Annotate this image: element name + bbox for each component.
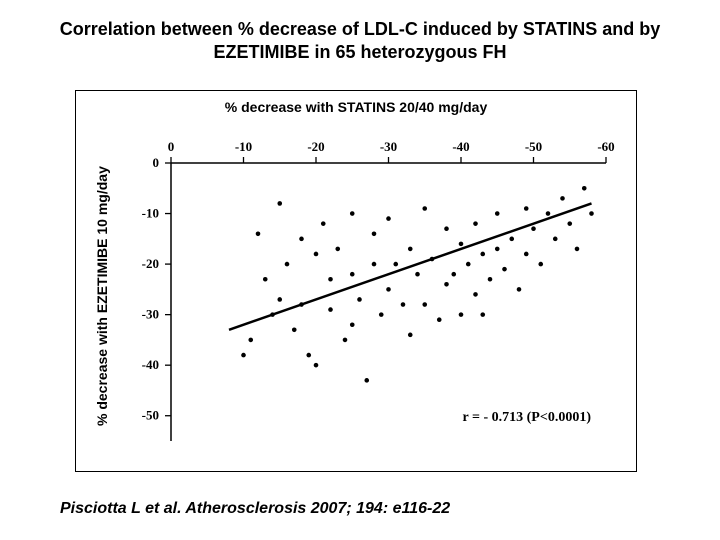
svg-text:-30: -30 (380, 139, 397, 154)
svg-text:-10: -10 (235, 139, 252, 154)
title-line-1: Correlation between % decrease of LDL-C … (60, 19, 660, 39)
svg-text:0: 0 (153, 155, 160, 170)
x-axis-label: % decrease with STATINS 20/40 mg/day (76, 99, 636, 115)
svg-text:-60: -60 (597, 139, 614, 154)
svg-text:-30: -30 (142, 307, 159, 322)
citation: Pisciotta L et al. Atherosclerosis 2007;… (60, 500, 450, 518)
svg-text:0: 0 (168, 139, 175, 154)
svg-text:-40: -40 (452, 139, 469, 154)
correlation-text: r = - 0.713 (P<0.0001) (463, 410, 591, 426)
svg-text:-20: -20 (307, 139, 324, 154)
chart-frame: % decrease with STATINS 20/40 mg/day % d… (75, 90, 637, 472)
svg-text:-40: -40 (142, 357, 159, 372)
svg-text:-50: -50 (525, 139, 542, 154)
svg-text:-10: -10 (142, 206, 159, 221)
svg-text:-20: -20 (142, 256, 159, 271)
page-title: Correlation between % decrease of LDL-C … (50, 18, 670, 63)
title-line-2: EZETIMIBE in 65 heterozygous FH (213, 42, 506, 62)
y-axis-label: % decrease with EZETIMIBE 10 mg/day (94, 166, 110, 426)
svg-text:-50: -50 (142, 408, 159, 423)
